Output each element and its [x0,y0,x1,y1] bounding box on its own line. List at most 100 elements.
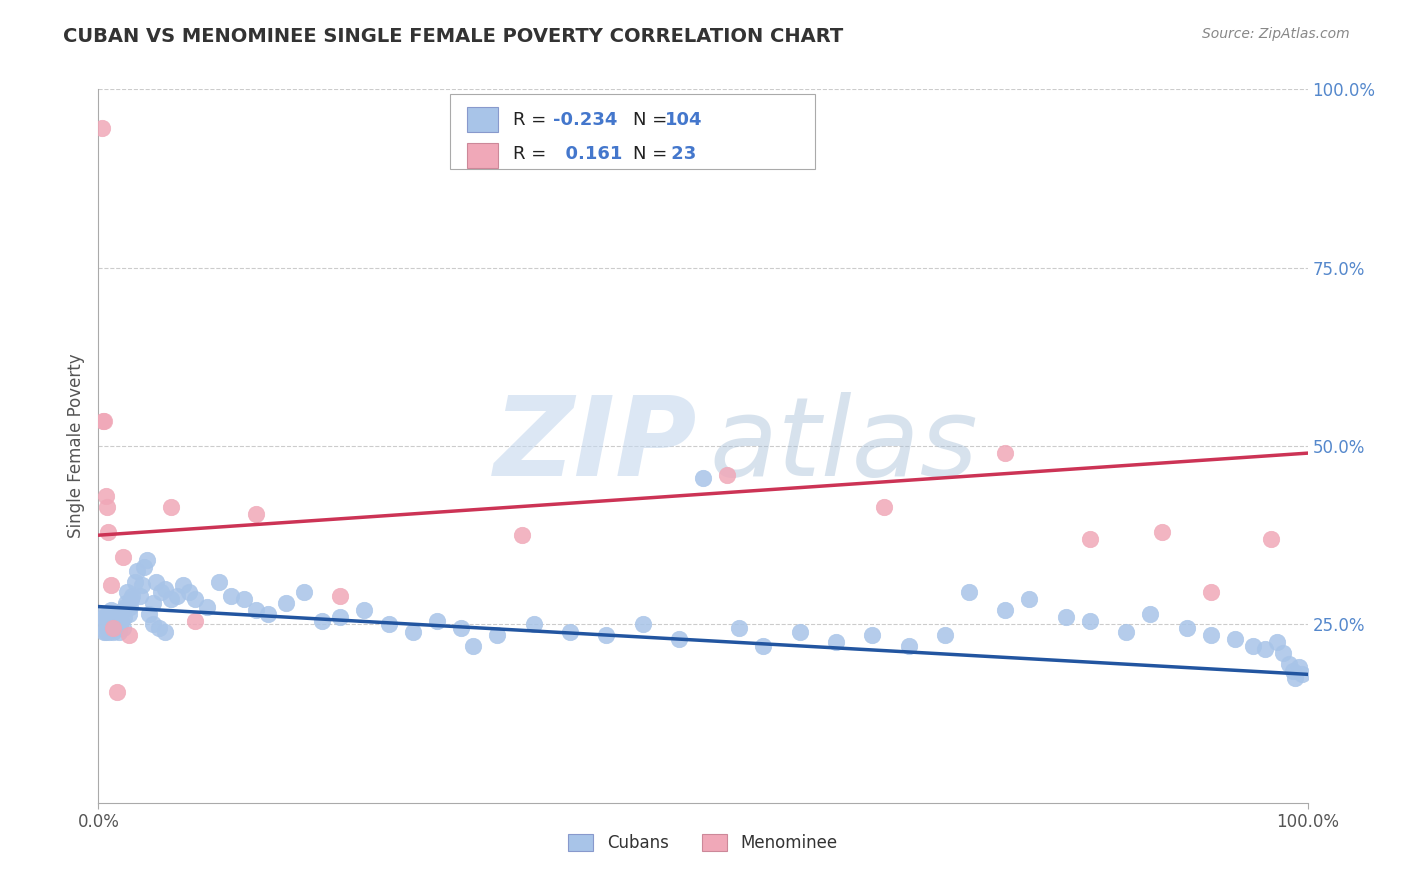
Text: 104: 104 [665,112,703,129]
Point [1139,607,1161,621]
Point [117,585,139,599]
Point [134,560,156,574]
Point [145,574,167,589]
Point [179,585,201,599]
Point [96,610,118,624]
Point [118,628,141,642]
Point [752,639,775,653]
Point [111,603,134,617]
Point [142,596,165,610]
Point [510,528,533,542]
Point [105,617,128,632]
Point [208,574,231,589]
Point [108,617,131,632]
Point [1054,610,1077,624]
Point [153,624,176,639]
Point [124,574,146,589]
Point [789,624,811,639]
Point [94,624,117,639]
Point [100,578,122,592]
Point [91,121,114,136]
Point [329,610,352,624]
Point [160,500,183,514]
Point [377,617,399,632]
Point [274,596,297,610]
Point [96,500,118,514]
Point [1115,624,1137,639]
Point [426,614,449,628]
Point [121,589,143,603]
Text: Source: ZipAtlas.com: Source: ZipAtlas.com [1202,27,1350,41]
Text: R =: R = [513,112,553,129]
Point [329,589,352,603]
Point [97,524,120,539]
Text: ZIP: ZIP [494,392,697,500]
Y-axis label: Single Female Poverty: Single Female Poverty [66,354,84,538]
Point [353,603,375,617]
Point [292,585,315,599]
Point [1241,639,1264,653]
Text: R =: R = [513,145,553,163]
Point [127,564,149,578]
Point [728,621,751,635]
Text: atlas: atlas [709,392,977,500]
Point [1018,592,1040,607]
Point [108,624,131,639]
Point [91,414,114,428]
Point [1260,532,1282,546]
Point [402,624,425,639]
Point [1267,635,1289,649]
Point [1291,667,1313,681]
Point [957,585,980,599]
Point [97,607,120,621]
Point [148,621,170,635]
Point [111,549,134,564]
Point [91,607,114,621]
Point [245,603,267,617]
Point [131,578,153,592]
Legend: Cubans, Menominee: Cubans, Menominee [562,827,844,859]
Point [112,610,135,624]
Point [184,614,207,628]
Point [1199,628,1222,642]
Point [1078,614,1101,628]
Point [93,624,115,639]
Point [105,685,128,699]
Point [450,621,472,635]
Point [1078,532,1101,546]
Point [463,639,485,653]
Point [142,617,165,632]
Point [103,607,125,621]
Point [184,592,207,607]
Point [994,446,1017,460]
Text: N =: N = [633,112,672,129]
Point [668,632,690,646]
Point [111,621,134,635]
Point [1223,632,1246,646]
Point [101,624,124,639]
Point [98,624,121,639]
Point [994,603,1017,617]
Point [1254,642,1277,657]
Point [93,414,115,428]
Point [195,599,218,614]
Point [98,610,121,624]
Point [100,614,122,628]
Point [232,592,254,607]
Point [692,471,714,485]
Point [523,617,546,632]
Point [105,621,128,635]
Point [118,607,141,621]
Point [1199,585,1222,599]
Text: CUBAN VS MENOMINEE SINGLE FEMALE POVERTY CORRELATION CHART: CUBAN VS MENOMINEE SINGLE FEMALE POVERTY… [63,27,844,45]
Point [93,610,115,624]
Point [1272,646,1295,660]
Point [107,610,129,624]
Point [100,603,122,617]
Point [120,592,142,607]
Point [91,617,114,632]
Point [716,467,738,482]
Point [1152,524,1174,539]
Point [221,589,243,603]
Point [94,489,117,503]
